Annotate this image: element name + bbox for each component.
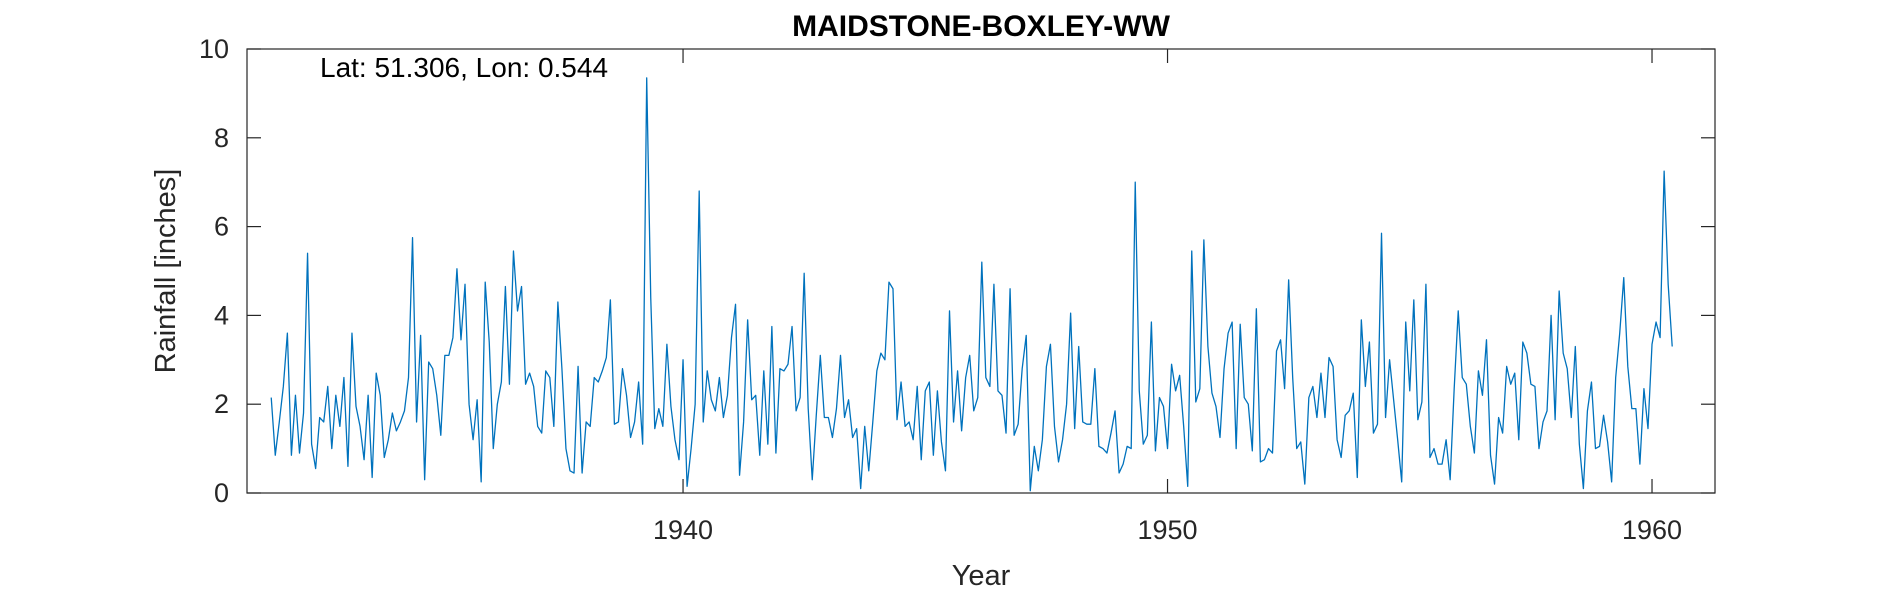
x-tick-label: 1960: [1622, 515, 1682, 545]
plot-box: [246, 48, 1716, 494]
y-tick-label: 8: [214, 123, 229, 153]
y-tick-label: 6: [214, 212, 229, 242]
chart-title: MAIDSTONE-BOXLEY-WW: [792, 10, 1170, 43]
axes-group: [246, 48, 1716, 494]
y-tick-label: 0: [214, 478, 229, 508]
rainfall-series-line: [270, 77, 1673, 492]
y-tick-label: 4: [214, 300, 229, 330]
y-tick-label: 10: [199, 34, 229, 64]
x-axis-label: Year: [952, 560, 1011, 591]
x-tick-label: 1950: [1137, 515, 1197, 545]
ticks-group: 0 2 4 6 8 10 1940 1950 1960: [199, 34, 1715, 545]
x-tick-label: 1940: [653, 515, 713, 545]
y-tick-label: 2: [214, 389, 229, 419]
series-group: [270, 77, 1673, 492]
location-annotation: Lat: 51.306, Lon: 0.544: [320, 52, 608, 83]
y-axis-label: Rainfall [inches]: [150, 169, 182, 374]
